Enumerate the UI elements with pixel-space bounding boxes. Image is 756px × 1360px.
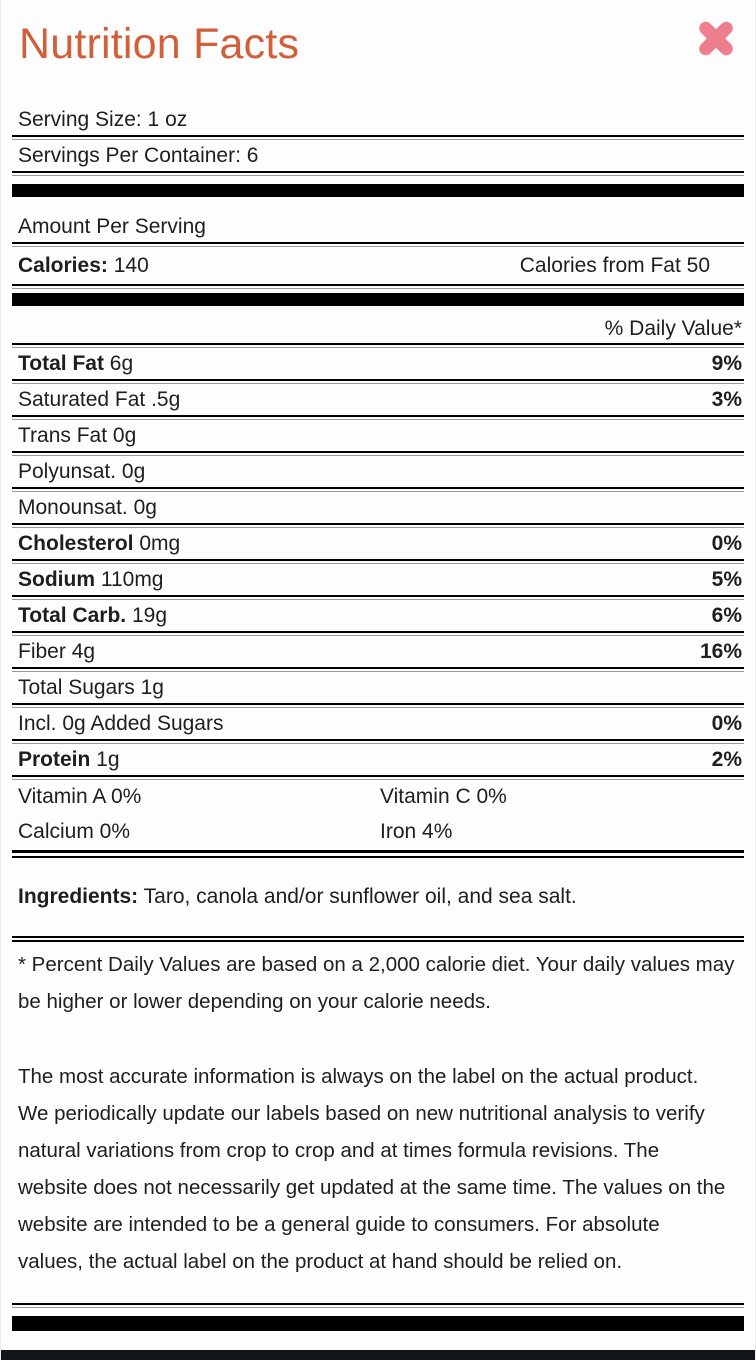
vitamins-grid: Vitamin A 0% Vitamin C 0% Calcium 0% Iron 4… (12, 782, 744, 850)
thick-divider-bar (12, 293, 744, 306)
servings-per-container-row: Servings Per Container: 6 (12, 140, 744, 171)
divider (12, 775, 744, 780)
nutrient-row: Fiber 4g 16% (12, 636, 744, 667)
divider (12, 703, 744, 708)
divider (12, 1303, 744, 1308)
divider (12, 379, 744, 384)
nutrient-row: Protein 1g 2% (12, 744, 744, 775)
nutrient-daily-value: 5% (711, 568, 742, 591)
divider (12, 415, 744, 420)
nutrient-row: Sodium 110mg 5% (12, 564, 744, 595)
nutrient-label: Saturated Fat .5g (18, 388, 181, 411)
ingredients-line: Ingredients: Taro, canola and/or sunflow… (18, 885, 744, 909)
divider (12, 171, 744, 176)
nutrient-row: Saturated Fat .5g 3% (12, 384, 744, 415)
calories-label: Calories: (18, 254, 108, 277)
divider (12, 667, 744, 672)
nutrient-daily-value: 0% (711, 712, 742, 735)
divider (12, 451, 744, 456)
nutrient-label: Trans Fat 0g (18, 424, 137, 447)
daily-value-footnote: * Percent Daily Values are based on a 2,… (18, 953, 735, 1013)
vitamin-cell: Calcium 0% (18, 820, 131, 843)
heavy-divider (12, 850, 744, 858)
amount-per-serving-text: Amount Per Serving (18, 215, 206, 238)
divider (12, 739, 744, 744)
medium-divider (12, 936, 744, 942)
divider (12, 135, 744, 140)
nutrient-row: Trans Fat 0g (12, 420, 744, 451)
nutrient-daily-value: 3% (711, 388, 742, 411)
vitamin-cell: Iron 4% (380, 820, 453, 843)
nutrient-label: Total Fat 6g (18, 352, 134, 375)
divider (12, 559, 744, 564)
nutrient-label: Protein 1g (18, 748, 120, 771)
nutrient-row: Cholesterol 0mg 0% (12, 528, 744, 559)
serving-size-row: Serving Size: 1 oz (12, 104, 744, 135)
nutrition-label: Serving Size: 1 oz Servings Per Containe… (1, 104, 755, 1331)
calories-text: Calories: 140 (18, 254, 149, 278)
accuracy-disclaimer: The most accurate information is always … (18, 1065, 726, 1273)
nutrient-row: Total Fat 6g 9% (12, 348, 744, 379)
calories-value: 140 (113, 254, 149, 277)
nutrient-label: Polyunsat. 0g (18, 460, 146, 483)
nutrient-daily-value: 6% (711, 604, 742, 627)
calories-row: Calories: 140 Calories from Fat 50 (12, 247, 744, 284)
modal-header: Nutrition Facts (1, 0, 755, 104)
divider (12, 631, 744, 636)
thick-divider-bar (12, 184, 744, 197)
nutrient-label: Sodium 110mg (18, 568, 164, 591)
ingredients-label: Ingredients: (18, 885, 139, 908)
vitamin-cell: Vitamin C 0% (380, 785, 507, 808)
divider (12, 242, 744, 247)
nutrient-row: Incl. 0g Added Sugars 0% (12, 708, 744, 739)
nutrient-label: Cholesterol 0mg (18, 532, 181, 555)
vitamin-cell: Vitamin A 0% (18, 785, 142, 808)
nutrient-row: Total Sugars 1g (12, 672, 744, 703)
divider (12, 595, 744, 600)
nutrient-row: Total Carb. 19g 6% (12, 600, 744, 631)
calories-from-fat-text: Calories from Fat 50 (519, 254, 710, 277)
divider (12, 523, 744, 528)
nutrient-row: Monounsat. 0g (12, 492, 744, 523)
nutrient-daily-value: 0% (711, 532, 742, 555)
divider (12, 487, 744, 492)
nutrient-label: Total Sugars 1g (18, 676, 164, 699)
servings-per-container-text: Servings Per Container: 6 (18, 144, 259, 167)
bottom-edge-bar (1, 1350, 755, 1360)
nutrient-label: Total Carb. 19g (18, 604, 167, 627)
nutrient-daily-value: 9% (711, 352, 742, 375)
nutrient-rows: Total Fat 6g 9% Saturated Fat .5g 3% Trans F… (12, 348, 744, 780)
nutrient-label: Incl. 0g Added Sugars (18, 712, 224, 735)
close-button[interactable] (693, 16, 739, 60)
divider (12, 284, 744, 289)
daily-value-header-row: % Daily Value* (12, 306, 744, 343)
nutrient-daily-value: 2% (711, 748, 742, 771)
nutrient-label: Fiber 4g (18, 640, 96, 663)
thick-divider-bar (12, 1316, 744, 1331)
serving-size-text: Serving Size: 1 oz (18, 108, 188, 131)
ingredients-text: Taro, canola and/or sunflower oil, and s… (143, 885, 577, 908)
page-title: Nutrition Facts (19, 20, 300, 68)
daily-value-header-text: % Daily Value* (604, 316, 742, 340)
amount-per-serving-row: Amount Per Serving (12, 211, 744, 242)
divider (12, 343, 744, 348)
nutrient-label: Monounsat. 0g (18, 496, 157, 519)
nutrient-row: Polyunsat. 0g (12, 456, 744, 487)
nutrient-daily-value: 16% (699, 640, 742, 663)
